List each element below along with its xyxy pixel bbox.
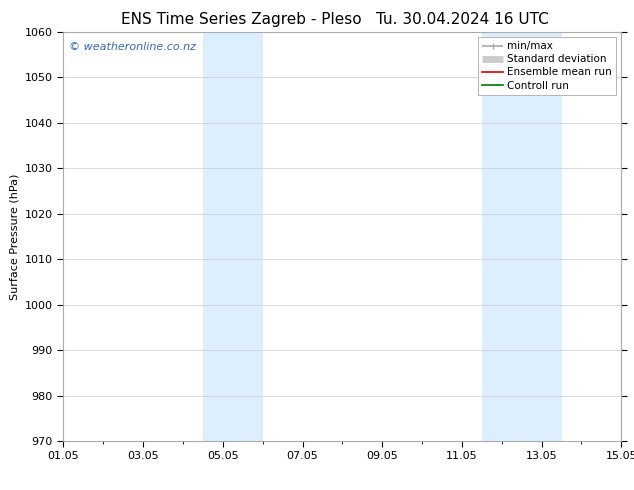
Bar: [203, 32, 262, 441]
Text: ENS Time Series Zagreb - Pleso: ENS Time Series Zagreb - Pleso: [120, 12, 361, 27]
Bar: [482, 32, 562, 441]
Text: © weatheronline.co.nz: © weatheronline.co.nz: [69, 42, 196, 52]
Legend: min/max, Standard deviation, Ensemble mean run, Controll run: min/max, Standard deviation, Ensemble me…: [478, 37, 616, 95]
Text: Tu. 30.04.2024 16 UTC: Tu. 30.04.2024 16 UTC: [377, 12, 549, 27]
Y-axis label: Surface Pressure (hPa): Surface Pressure (hPa): [10, 173, 19, 299]
